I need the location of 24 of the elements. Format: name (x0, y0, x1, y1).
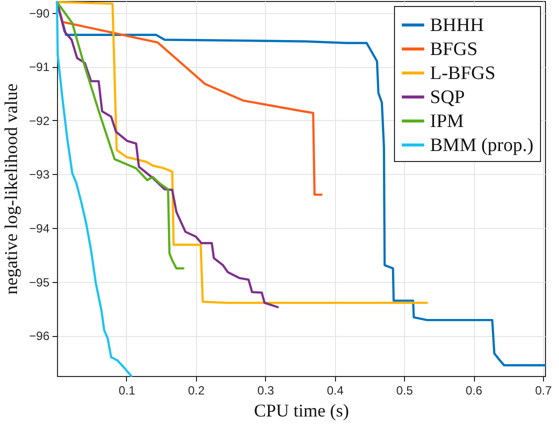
y-tick-label: −94 (29, 222, 50, 236)
legend-label: BMM (prop.) (430, 135, 534, 156)
x-tick-label: 0.1 (118, 384, 136, 398)
legend-label: L-BFGS (430, 63, 496, 84)
y-tick-label: −93 (29, 168, 50, 182)
y-axis-title: negative log-likelihood value (1, 84, 22, 294)
legend-label: SQP (430, 87, 465, 108)
legend-label: IPM (430, 111, 464, 132)
line-series (56, 0, 428, 304)
x-tick-label: 0.2 (188, 384, 205, 398)
x-tick-label: 0.4 (326, 384, 344, 398)
x-tick-label: 0.7 (535, 384, 552, 398)
y-tick-label: −95 (29, 275, 50, 290)
y-tick-label: −90 (29, 6, 50, 20)
y-tick-label: −91 (29, 60, 50, 74)
legend-label: BHHH (430, 15, 484, 36)
x-tick-label: 0.6 (466, 384, 483, 398)
x-tick-label: 0.3 (257, 384, 274, 398)
x-tick-label: 0.5 (396, 384, 414, 398)
y-tick-label: −92 (29, 114, 50, 128)
line-series (56, 0, 184, 270)
y-tick-label: −96 (29, 329, 50, 344)
x-axis-title: CPU time (s) (254, 400, 350, 420)
legend-label: BFGS (430, 39, 478, 60)
